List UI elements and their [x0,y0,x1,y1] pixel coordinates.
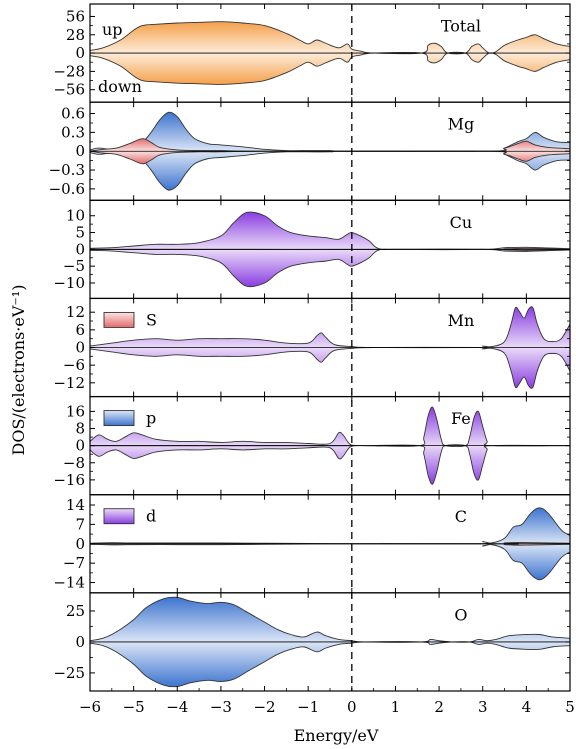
panel-name: Total [441,16,481,35]
legend-swatch-p [103,410,135,427]
y-tick-label: 0 [75,535,85,553]
y-tick-label: 12 [66,303,85,321]
panel-name: C [455,507,467,526]
y-tick-label: −56 [53,81,85,99]
x-tick-label: −5 [123,698,145,716]
panel-name: O [454,605,467,624]
fe-d-spin-down-line [90,444,570,485]
y-tick-label: 25 [66,602,85,620]
x-tick-label: 0 [347,698,357,716]
y-axis-title: DOS/(electrons·eV⁻¹) [9,285,28,456]
y-tick-label: −5 [63,257,85,275]
x-tick-label: −3 [210,698,232,716]
y-tick-label: 56 [66,7,85,25]
y-tick-label: −25 [53,664,85,682]
panel-o: 25 0 −25 O [53,592,571,692]
mn-d-spin-up-area [90,306,570,348]
y-tick-label: −16 [53,471,85,489]
panel-name: Cu [450,213,473,232]
y-tick-label: 0.3 [61,123,85,141]
y-tick-label: 6 [75,321,85,339]
x-tick-label: −6 [79,698,101,716]
y-tick-label: 8 [75,420,85,438]
o-p-spin-down-line [90,641,570,688]
y-tick-label: 0 [75,240,85,258]
panels-group: 56280−28−56Total0.60.30−0.3−0.6Mg1050−5−… [49,3,571,692]
legend-label-d: d [146,507,156,526]
c-p-spin-up-area [90,507,570,544]
panel-total-data [90,21,570,85]
mn-d-spin-down-area [90,347,570,389]
total-total-spin-down-line [90,51,570,85]
x-tick-label: −4 [166,698,188,716]
x-tick-label: −1 [297,698,319,716]
y-tick-label: 0 [75,437,85,455]
legend: Sp d [103,310,157,526]
y-tick-label: −7 [63,554,85,572]
mg-p-spin-up-area [90,112,570,152]
spin-down-label: down [98,77,142,96]
y-tick-label: −12 [53,374,85,392]
y-tick-label: 0 [75,44,85,62]
y-tick-label: −10 [53,274,85,292]
x-tick-label: 3 [478,698,488,716]
o-p-spin-down-area [90,641,570,687]
o-p-spin-up-line [90,596,570,643]
fe-d-spin-up-area [90,407,570,447]
panel-mg-data [90,111,570,191]
x-axis-title: Energy/eV [294,726,379,745]
total-total-spin-up-area [90,21,570,54]
y-tick-label: 0 [75,633,85,651]
x-tick-label: 5 [565,698,575,716]
y-tick-label: 0 [75,142,85,160]
x-axis: −6 −5 −4 −3 −2 −1 0 1 2 3 4 5 [79,688,575,716]
x-tick-label: 4 [522,698,532,716]
panel-c: 147 0−7 −14 C [53,494,571,594]
spin-up-label: up [102,20,123,39]
legend-label-p: p [146,409,156,428]
y-tick-label: 14 [66,496,85,514]
y-tick-label: −28 [53,62,85,80]
panel-name: Mg [448,115,475,134]
panel-name: Fe [451,409,471,428]
legend-swatch-s [103,311,135,328]
mg-p-spin-down-area [90,150,570,191]
y-tick-label: 0 [75,339,85,357]
y-tick-label: −0.3 [49,161,85,179]
c-p-spin-down-line [90,543,570,581]
y-tick-label: 0.6 [61,105,85,123]
y-tick-label: −6 [63,356,85,374]
total-total-spin-down-area [90,52,570,85]
y-tick-label: −8 [63,454,85,472]
c-p-spin-up-line [90,507,570,545]
y-tick-label: 16 [66,402,85,420]
mg-s-spin-up-line [90,138,570,152]
panel-mg: 0.60.30−0.3−0.6 Mg [49,101,571,201]
y-tick-label: 7 [75,515,85,533]
mg-s-spin-down-line [90,150,570,165]
x-tick-label: −2 [253,698,275,716]
y-tick-label: −0.6 [49,180,85,198]
y-tick-label: −14 [53,574,85,592]
o-p-spin-up-area [90,597,570,643]
legend-label-s: S [146,310,157,329]
fe-d-spin-up-line [90,406,570,448]
c-p-spin-down-area [90,543,570,580]
fe-d-spin-down-area [90,444,570,485]
y-tick-label: 5 [75,224,85,242]
y-tick-label: 10 [66,207,85,225]
x-tick-label: 1 [391,698,401,716]
panel-name: Mn [448,311,475,330]
total-total-spin-up-line [90,21,570,55]
panel-o-data [90,596,570,688]
y-tick-label: 28 [66,26,85,44]
x-tick-label: 2 [434,698,444,716]
legend-swatch-d [103,508,135,525]
